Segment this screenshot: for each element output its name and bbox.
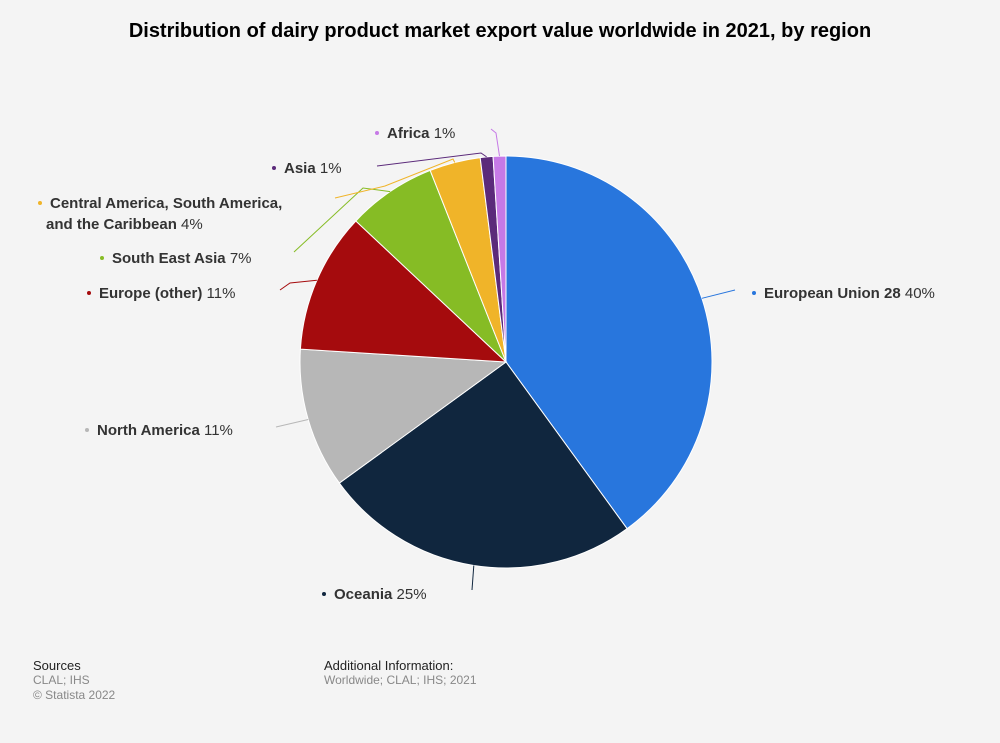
slice-label-text: Africa 1% bbox=[387, 125, 455, 142]
leader-line-central-america-south-america-and-the-caribbean bbox=[334, 158, 456, 199]
slice-label-name: South East Asia bbox=[112, 250, 230, 267]
legend-dot bbox=[85, 428, 89, 432]
slice-label-value: 1% bbox=[434, 125, 456, 142]
slice-label-oceania: Oceania 25% bbox=[322, 586, 427, 603]
copyright-text: © Statista 2022 bbox=[33, 688, 116, 702]
sources-text: CLAL; IHS bbox=[33, 673, 90, 687]
slice-label-text: North America 11% bbox=[97, 422, 233, 439]
pie-slice-africa[interactable] bbox=[492, 155, 507, 363]
leader-line-asia bbox=[376, 152, 487, 167]
slice-label-text: European Union 28 40% bbox=[764, 285, 935, 302]
slice-label-asia: Asia 1% bbox=[272, 160, 342, 177]
pie-slice-oceania[interactable] bbox=[338, 361, 628, 569]
additional-info-block: Additional Information: Worldwide; CLAL;… bbox=[324, 658, 477, 688]
slice-label-value: 40% bbox=[905, 285, 935, 302]
pie-slice-europe-other[interactable] bbox=[299, 220, 508, 363]
slice-label-north-america: North America 11% bbox=[85, 422, 233, 439]
slice-label-text: Oceania 25% bbox=[334, 586, 427, 603]
slice-label-name: Central America, South America, bbox=[50, 195, 282, 212]
slice-label-value: 11% bbox=[204, 422, 233, 439]
slice-label-text: Asia 1% bbox=[284, 160, 342, 177]
slice-label-name: Oceania bbox=[334, 586, 397, 603]
legend-dot bbox=[322, 592, 326, 596]
chart-title: Distribution of dairy product market exp… bbox=[128, 20, 872, 42]
additional-info-heading: Additional Information: bbox=[324, 658, 454, 673]
legend-dot bbox=[272, 166, 276, 170]
slice-label-value: 25% bbox=[397, 586, 427, 603]
additional-info-text: Worldwide; CLAL; IHS; 2021 bbox=[324, 673, 477, 687]
slice-label-name: Africa bbox=[387, 125, 434, 142]
legend-dot bbox=[87, 291, 91, 295]
slice-label-name-cont: and the Caribbean 4% bbox=[46, 216, 203, 233]
slice-label-european-union-28: European Union 28 40% bbox=[752, 285, 935, 302]
slice-label-text: Europe (other) 11% bbox=[99, 285, 235, 302]
legend-dot bbox=[38, 201, 42, 205]
slice-label-europe-other: Europe (other) 11% bbox=[87, 285, 235, 302]
leader-line-south-east-asia bbox=[293, 187, 391, 253]
slice-label-africa: Africa 1% bbox=[375, 125, 455, 142]
leader-line-north-america bbox=[275, 419, 309, 428]
legend-dot bbox=[375, 131, 379, 135]
slice-label-value: 11% bbox=[207, 285, 236, 302]
slice-label-south-east-asia: South East Asia 7% bbox=[100, 250, 252, 267]
sources-block: Sources CLAL; IHS © Statista 2022 bbox=[33, 658, 115, 703]
legend-dot bbox=[100, 256, 104, 260]
slice-label-value: 7% bbox=[230, 250, 252, 267]
legend-dot bbox=[752, 291, 756, 295]
slice-label-value: 4% bbox=[181, 216, 203, 233]
slice-label-text: South East Asia 7% bbox=[112, 250, 252, 267]
leader-line-oceania bbox=[471, 565, 475, 591]
leader-line-european-union-28 bbox=[701, 289, 736, 299]
slice-label-name: European Union 28 bbox=[764, 285, 905, 302]
slice-label-name: North America bbox=[97, 422, 204, 439]
sources-heading: Sources bbox=[33, 658, 81, 673]
slice-label-name: Europe (other) bbox=[99, 285, 207, 302]
leader-line-africa bbox=[490, 128, 500, 157]
slice-label-central-america-south-america-and-the-caribbean: Central America, South America, and the C… bbox=[38, 195, 282, 233]
slice-label-name: Asia bbox=[284, 160, 320, 177]
leader-line-europe-other bbox=[279, 279, 317, 291]
slice-label-value: 1% bbox=[320, 160, 342, 177]
